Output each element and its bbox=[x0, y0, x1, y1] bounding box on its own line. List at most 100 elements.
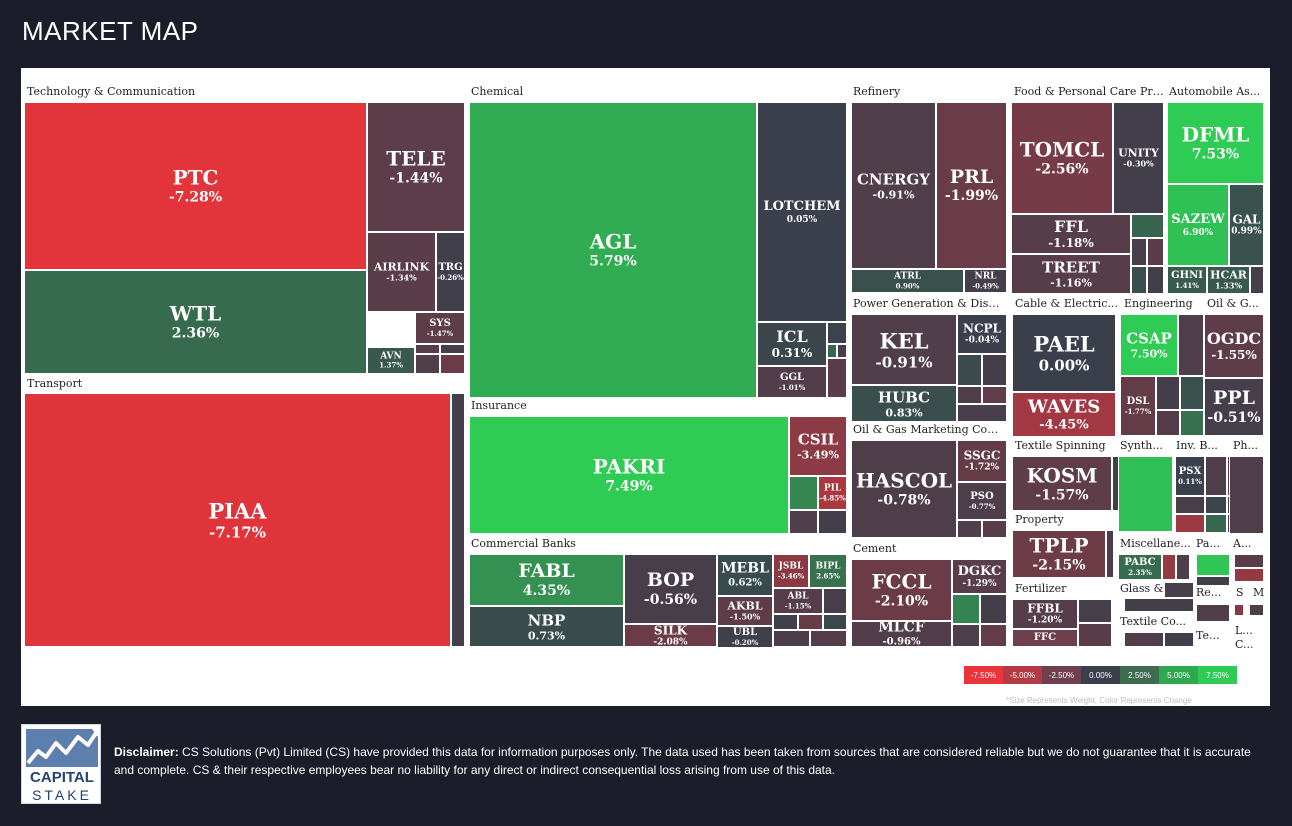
stock-change: 0.90% bbox=[895, 281, 920, 291]
sector-label: Te... bbox=[1196, 629, 1220, 642]
stock-tile-psx[interactable]: PSX 0.11% bbox=[1175, 456, 1205, 496]
stock-tile-piaa[interactable]: PIAA -7.17% bbox=[24, 393, 451, 647]
stock-tile-pael[interactable]: PAEL 0.00% bbox=[1012, 314, 1116, 392]
stock-symbol: UBL bbox=[732, 626, 758, 638]
tile-label: AVN 1.37% bbox=[368, 351, 414, 370]
stock-tile-airlink[interactable]: AIRLINK -1.34% bbox=[367, 232, 436, 312]
stock-tile-tele[interactable]: TELE -1.44% bbox=[367, 102, 465, 232]
sector-label: Cable & Electric... bbox=[1015, 297, 1118, 310]
stock-symbol: DSL bbox=[1126, 395, 1150, 407]
stock-tile-hascol[interactable]: HASCOL -0.78% bbox=[851, 440, 957, 538]
stock-symbol: KOSM bbox=[1026, 463, 1098, 488]
stock-tile-waves[interactable]: WAVES -4.45% bbox=[1012, 392, 1116, 437]
stock-tile-pil[interactable]: PIL -4.85% bbox=[818, 476, 847, 510]
stock-tile-akbl[interactable]: AKBL -1.50% bbox=[717, 596, 773, 626]
stock-tile-ffl[interactable]: FFL -1.18% bbox=[1011, 214, 1131, 254]
sector-label: Property bbox=[1015, 513, 1064, 526]
treemap-tile bbox=[415, 354, 440, 374]
stock-tile-atrl[interactable]: ATRL 0.90% bbox=[851, 269, 964, 293]
stock-tile-avn[interactable]: AVN 1.37% bbox=[367, 347, 415, 374]
stock-tile-nrl[interactable]: NRL -0.49% bbox=[964, 269, 1007, 293]
stock-change: 7.50% bbox=[1130, 347, 1168, 361]
stock-tile-nbp[interactable]: NBP 0.73% bbox=[469, 606, 624, 647]
stock-change: -1.44% bbox=[389, 170, 443, 187]
treemap-tile bbox=[1196, 604, 1230, 622]
stock-tile-mlcf[interactable]: MLCF -0.96% bbox=[851, 621, 952, 647]
stock-tile-ffc[interactable]: FFC bbox=[1012, 629, 1078, 647]
stock-tile-sys[interactable]: SYS -1.47% bbox=[415, 312, 465, 344]
stock-symbol: PIL bbox=[823, 483, 842, 494]
stock-tile-trg[interactable]: TRG -0.26% bbox=[436, 232, 465, 312]
stock-symbol: OGDC bbox=[1206, 329, 1262, 349]
stock-tile-agl[interactable]: AGL 5.79% bbox=[469, 102, 757, 398]
legend-cell: -5.00% bbox=[1003, 666, 1042, 684]
stock-tile-bipl[interactable]: BIPL 2.65% bbox=[809, 554, 847, 588]
stock-tile-ncpl[interactable]: NCPL -0.04% bbox=[957, 314, 1007, 354]
legend-cell: 7.50% bbox=[1198, 666, 1237, 684]
stock-tile-cnergy[interactable]: CNERGY -0.91% bbox=[851, 102, 936, 269]
stock-tile-lotchem[interactable]: LOTCHEM 0.05% bbox=[757, 102, 847, 322]
stock-change: -1.72% bbox=[964, 462, 1000, 473]
stock-tile-mebl[interactable]: MEBL 0.62% bbox=[717, 554, 773, 596]
stock-tile-icl[interactable]: ICL 0.31% bbox=[757, 322, 827, 366]
stock-tile-ogdc[interactable]: OGDC -1.55% bbox=[1204, 314, 1264, 378]
stock-symbol: TREET bbox=[1042, 258, 1100, 277]
stock-tile-ppl[interactable]: PPL -0.51% bbox=[1204, 378, 1264, 436]
tile-label: AKBL -1.50% bbox=[718, 600, 772, 623]
stock-symbol: SAZEW bbox=[1171, 211, 1225, 227]
sector-label: Oil & G... bbox=[1207, 297, 1259, 310]
stock-tile-pso[interactable]: PSO -0.77% bbox=[957, 482, 1007, 520]
stock-tile-ssgc[interactable]: SSGC -1.72% bbox=[957, 440, 1007, 482]
sector-label: Pa... bbox=[1196, 537, 1220, 550]
legend-cell: 2.50% bbox=[1120, 666, 1159, 684]
tile-label: GGL -1.01% bbox=[758, 372, 826, 392]
stock-tile-tomcl[interactable]: TOMCL -2.56% bbox=[1011, 102, 1113, 214]
stock-change: -7.28% bbox=[168, 189, 223, 206]
treemap-tile bbox=[957, 386, 982, 404]
stock-tile-csap[interactable]: CSAP 7.50% bbox=[1120, 314, 1178, 376]
stock-tile-ghni[interactable]: GHNI 1.41% bbox=[1167, 266, 1207, 294]
stock-tile-dfml[interactable]: DFML 7.53% bbox=[1167, 102, 1264, 184]
stock-tile-tplp[interactable]: TPLP -2.15% bbox=[1012, 530, 1106, 578]
tile-label: KEL -0.91% bbox=[852, 328, 956, 371]
stock-tile-kel[interactable]: KEL -0.91% bbox=[851, 314, 957, 385]
stock-tile-gal[interactable]: GAL 0.99% bbox=[1229, 184, 1264, 266]
stock-tile-jsbl[interactable]: JSBL -3.46% bbox=[773, 554, 809, 588]
stock-tile-dgkc[interactable]: DGKC -1.29% bbox=[952, 559, 1007, 594]
stock-tile-sazew[interactable]: SAZEW 6.90% bbox=[1167, 184, 1229, 266]
stock-tile-silk[interactable]: SILK -2.08% bbox=[624, 624, 717, 647]
stock-change: 0.83% bbox=[885, 405, 923, 419]
stock-tile-pakri[interactable]: PAKRI 7.49% bbox=[469, 416, 789, 534]
stock-tile-unity[interactable]: UNITY -0.30% bbox=[1113, 102, 1164, 214]
stock-symbol: AGL bbox=[589, 229, 637, 254]
tile-label: KOSM -1.57% bbox=[1013, 463, 1111, 504]
tile-label: GAL 0.99% bbox=[1230, 212, 1263, 237]
sector-label: Ph... bbox=[1233, 439, 1258, 452]
stock-tile-ggl[interactable]: GGL -1.01% bbox=[757, 366, 827, 398]
stock-symbol: PSO bbox=[970, 490, 994, 502]
stock-symbol: JSBL bbox=[778, 561, 804, 572]
treemap-tile bbox=[415, 344, 440, 354]
stock-tile-fabl[interactable]: FABL 4.35% bbox=[469, 554, 624, 606]
stock-tile-kosm[interactable]: KOSM -1.57% bbox=[1012, 456, 1112, 511]
stock-tile-ffbl[interactable]: FFBL -1.20% bbox=[1012, 599, 1078, 629]
stock-change: -1.34% bbox=[386, 272, 417, 283]
stock-tile-treet[interactable]: TREET -1.16% bbox=[1011, 254, 1131, 294]
stock-tile-prl[interactable]: PRL -1.99% bbox=[936, 102, 1007, 269]
treemap-tile bbox=[1078, 599, 1112, 623]
stock-tile-abl[interactable]: ABL -1.15% bbox=[773, 588, 823, 614]
treemap-tile bbox=[1106, 530, 1114, 578]
tile-label: LOTCHEM 0.05% bbox=[758, 199, 846, 225]
stock-tile-hcar[interactable]: HCAR 1.33% bbox=[1207, 266, 1250, 294]
stock-tile-dsl[interactable]: DSL -1.77% bbox=[1120, 376, 1156, 436]
stock-tile-ptc[interactable]: PTC -7.28% bbox=[24, 102, 367, 270]
stock-tile-bop[interactable]: BOP -0.56% bbox=[624, 554, 717, 624]
stock-tile-fccl[interactable]: FCCL -2.10% bbox=[851, 559, 952, 621]
tile-label: PPL -0.51% bbox=[1205, 387, 1263, 427]
stock-tile-hubc[interactable]: HUBC 0.83% bbox=[851, 385, 957, 422]
stock-tile-ubl[interactable]: UBL -0.20% bbox=[717, 626, 773, 648]
stock-tile-wtl[interactable]: WTL 2.36% bbox=[24, 270, 367, 374]
stock-tile-pabc[interactable]: PABC 2.35% bbox=[1118, 554, 1162, 580]
stock-symbol: PIAA bbox=[208, 498, 267, 524]
stock-tile-csil[interactable]: CSIL -3.49% bbox=[789, 416, 847, 476]
